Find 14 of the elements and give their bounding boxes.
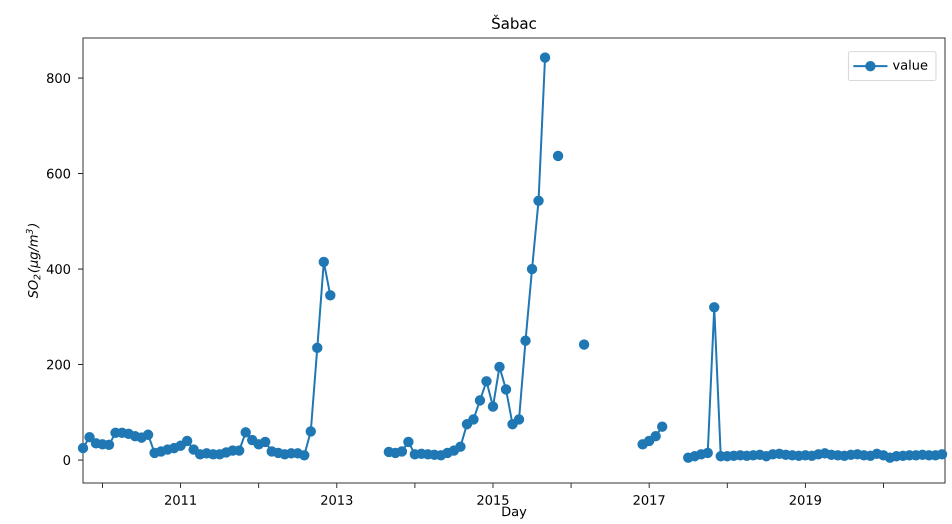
y-tick-label: 600 (47, 168, 70, 179)
y-tick-label: 400 (46, 264, 70, 274)
x-tick-label: 2013 (321, 495, 352, 505)
y-axis-title: SO$_{2}$(μg/m$^{3}$) (26, 224, 40, 298)
x-tick-label: 2015 (477, 495, 508, 505)
x-tick-label: 2019 (790, 495, 821, 505)
x-tick-label: 2017 (634, 495, 665, 505)
x-tick-label: 2011 (165, 495, 196, 505)
y-tick-label: 200 (47, 360, 70, 370)
y-tick-label: 0 (64, 455, 70, 465)
chart-title: Šabac (492, 14, 536, 29)
x-axis-title: Day (502, 506, 526, 519)
y-tick-label: 800 (47, 73, 70, 84)
legend-label: value (892, 60, 928, 70)
